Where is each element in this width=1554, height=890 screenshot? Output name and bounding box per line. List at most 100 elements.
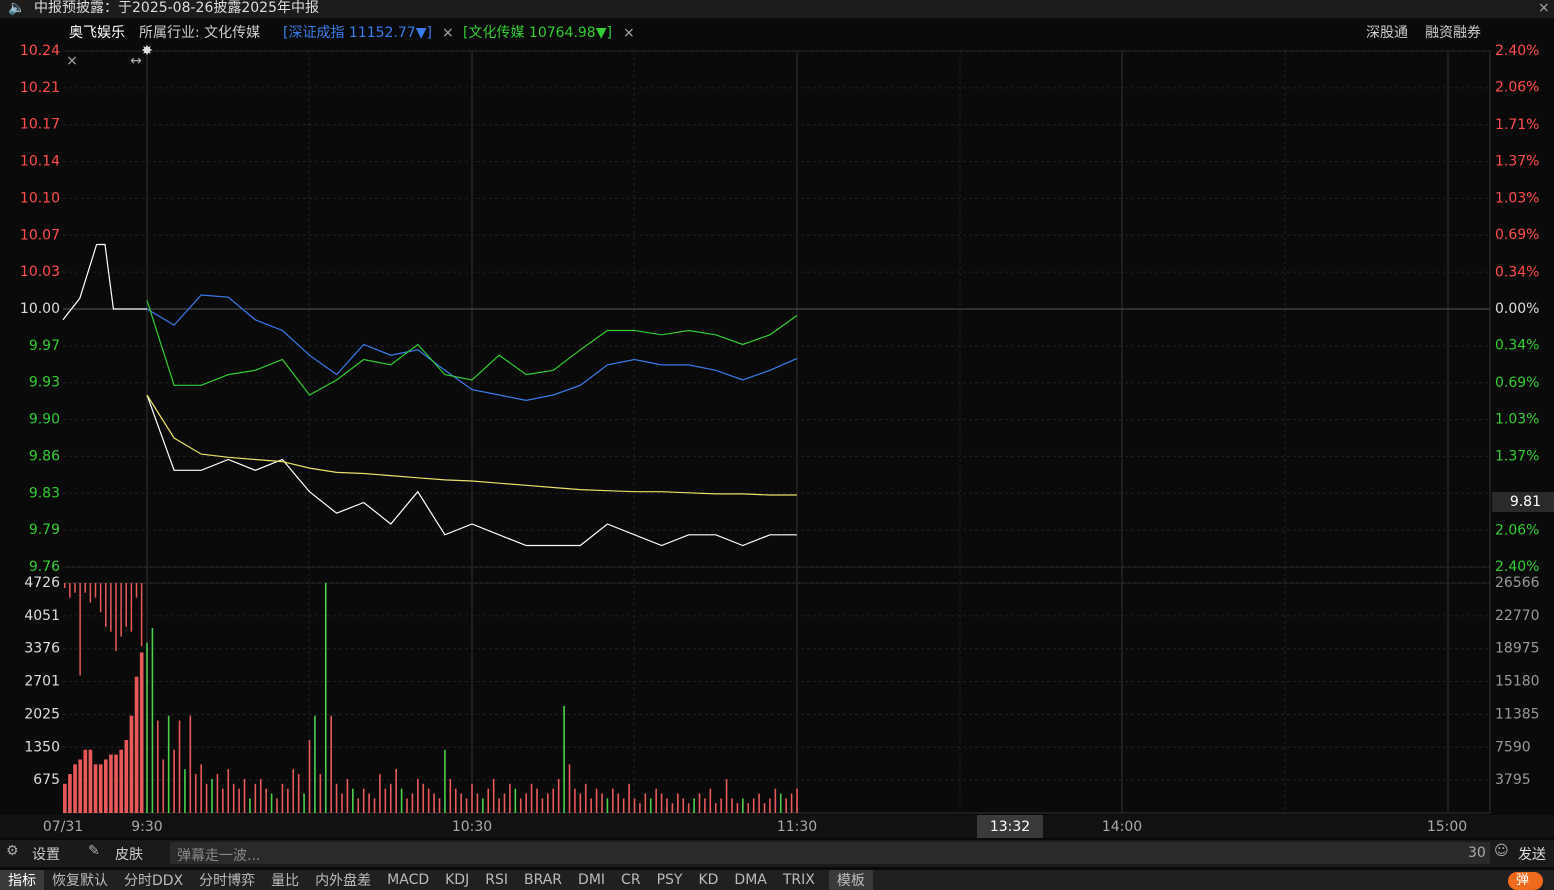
volume-bar	[297, 774, 300, 813]
y-tick-label: 10.21	[20, 80, 60, 96]
notice[interactable]: 中报预披露：于2025-08-26披露2025年中报	[34, 0, 319, 16]
auction-bar	[114, 754, 118, 813]
count: 30	[1468, 845, 1486, 861]
volume-bar	[287, 788, 289, 813]
tab[interactable]: MACD	[387, 872, 430, 888]
volume-bar	[660, 793, 663, 813]
danmu-toggle[interactable]: 弹	[1508, 872, 1544, 890]
y2-tick-label: 11385	[1495, 706, 1540, 722]
tab[interactable]: DMA	[734, 872, 767, 888]
volume-bar	[346, 778, 349, 813]
index-1[interactable]: [深证成指 11152.77▼]	[283, 25, 432, 41]
volume-bar	[433, 793, 435, 813]
volume-bar	[384, 788, 387, 813]
tab[interactable]: CR	[621, 872, 641, 888]
auction-unmatched-bar	[125, 583, 127, 627]
resize-icon[interactable]: ↔	[130, 53, 142, 69]
y-tick-label: 2025	[24, 706, 60, 722]
volume-bar	[151, 628, 154, 813]
volume-bar	[503, 793, 506, 813]
y-tick-label: 9.93	[29, 375, 60, 391]
y-tick-label: 9.97	[29, 338, 60, 354]
volume-bar	[568, 764, 571, 813]
index-2[interactable]: [文化传媒 10764.98▼]	[463, 25, 612, 41]
auction-unmatched-bar	[84, 583, 86, 593]
send[interactable]: 发送	[1518, 847, 1546, 863]
skin-icon[interactable]: ✎	[88, 843, 100, 859]
close-index-2[interactable]: ×	[623, 25, 635, 41]
emoji-icon[interactable]: ☺	[1494, 843, 1509, 859]
volume-bar	[238, 788, 240, 813]
volume-bar	[725, 778, 728, 813]
tab[interactable]: KD	[698, 872, 719, 888]
volume-bar	[276, 798, 278, 813]
industry: 所属行业: 文化传媒	[139, 25, 260, 41]
tab[interactable]: DMI	[578, 872, 606, 888]
y2-tick-label: 3795	[1495, 772, 1531, 788]
close[interactable]: ×	[1538, 0, 1550, 16]
volume-bar	[178, 720, 181, 813]
tab[interactable]: 内外盘差	[315, 873, 372, 889]
volume-bar	[763, 803, 766, 813]
auction-unmatched-bar	[120, 583, 122, 637]
tab[interactable]: 分时DDX	[124, 873, 184, 889]
volume-bar	[774, 788, 777, 813]
tab[interactable]: 量比	[271, 873, 300, 889]
tab[interactable]: KDJ	[445, 872, 470, 888]
volume-bar	[736, 803, 739, 813]
volume-bar	[595, 788, 598, 813]
volume-bar	[552, 788, 555, 813]
plot	[62, 243, 798, 813]
tab[interactable]: 分时博弈	[199, 873, 256, 889]
skin[interactable]: 皮肤	[115, 847, 143, 863]
volume-bar	[633, 798, 636, 813]
auction-bar	[124, 739, 129, 813]
volume-bar	[222, 788, 224, 813]
auction-bar	[88, 749, 93, 813]
auction-bar	[119, 749, 123, 813]
link[interactable]: 融资融券	[1425, 25, 1481, 41]
auction-unmatched-bar	[105, 583, 107, 627]
volume-bar	[205, 783, 208, 813]
y-tick-label: 10.00	[20, 301, 60, 317]
volume-bar	[454, 788, 457, 813]
volume-bar	[687, 803, 690, 813]
y-tick-label: 4726	[24, 575, 60, 591]
cursor-time-box	[977, 815, 1043, 838]
tab[interactable]: 指标	[0, 870, 44, 890]
auction-unmatched-bar	[94, 583, 97, 598]
volume-bar	[655, 788, 657, 813]
auction-bar	[68, 774, 72, 813]
y2-tick-label: 7590	[1495, 739, 1531, 755]
volume-bar	[693, 798, 695, 813]
volume-bar	[498, 798, 500, 813]
x-tick-label: 15:00	[1427, 819, 1467, 835]
cursor-price-box	[1492, 492, 1554, 512]
volume-bar	[292, 769, 295, 813]
tab[interactable]: TRIX	[782, 872, 815, 888]
volume-bar	[189, 715, 192, 813]
volume-bar	[617, 793, 620, 813]
auction-bar	[129, 715, 134, 813]
volume-bar	[709, 788, 712, 813]
bottom-bar: ⚙ 设置 ✎ 皮肤 弹幕走一波... 30 ☺ 发送	[0, 840, 1554, 867]
settings-icon[interactable]: ⚙	[6, 843, 19, 859]
auction-unmatched-bar	[69, 583, 71, 598]
volume-bar	[200, 764, 202, 813]
link[interactable]: 深股通	[1366, 25, 1408, 41]
close-icon[interactable]: ×	[66, 53, 78, 69]
top-bar	[0, 0, 1554, 18]
danmu-input[interactable]: 弹幕走一波... 30	[170, 842, 1490, 864]
volume-bar	[254, 783, 257, 813]
settings[interactable]: 设置	[32, 847, 60, 863]
volume-bar	[590, 798, 592, 813]
tab[interactable]: PSY	[656, 872, 683, 888]
volume-bar	[606, 798, 609, 813]
tab[interactable]: RSI	[485, 872, 508, 888]
tab[interactable]: BRAR	[523, 872, 563, 888]
volume-bar	[211, 778, 213, 813]
y-tick-label: 2701	[24, 674, 60, 690]
tab[interactable]: 模板	[828, 870, 873, 890]
tab[interactable]: 恢复默认	[52, 873, 108, 889]
close-index-1[interactable]: ×	[442, 25, 454, 41]
